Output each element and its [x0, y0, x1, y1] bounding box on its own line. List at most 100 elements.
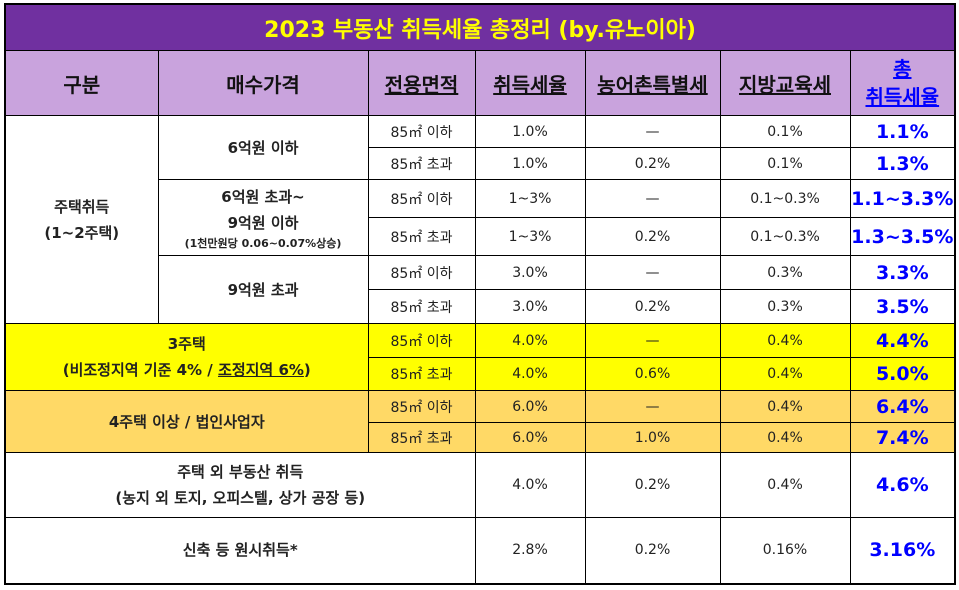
table-row: 85㎡ 초과 1.0% 0.2% 0.1% 1.3%	[5, 147, 956, 180]
acquisition-rate: 2.8%	[474, 517, 586, 584]
header-cell: 농어촌특별세	[584, 50, 721, 116]
header-cell: 구분	[4, 50, 159, 116]
area: 85㎡ 이하	[367, 255, 476, 290]
area: 85㎡ 초과	[367, 357, 476, 391]
rural-tax: —	[584, 323, 721, 358]
acquisition-rate: 1.0%	[474, 115, 586, 148]
label-line: (1~2주택)	[44, 223, 120, 242]
group-label: 신축 등 원시취득*	[4, 517, 476, 584]
group-label: 주택 외 부동산 취득 (농지 외 토지, 오피스텔, 상가 공장 등)	[4, 452, 476, 518]
total-rate: 3.3%	[849, 255, 956, 290]
header-cell: 매수가격	[157, 50, 369, 116]
header-cell: 취득세율	[474, 50, 586, 116]
acquisition-rate: 1~3%	[474, 217, 586, 256]
group-label: 6억원 이하	[157, 115, 369, 180]
group-label: 3주택 (비조정지역 기준 4% / 조정지역 6%)	[4, 323, 369, 391]
acquisition-rate: 6.0%	[474, 390, 586, 423]
rural-tax: 0.2%	[584, 452, 721, 518]
education-tax: 0.1~0.3%	[719, 179, 851, 218]
acquisition-rate: 4.0%	[474, 323, 586, 358]
area: 85㎡ 이하	[367, 115, 476, 148]
total-rate: 4.6%	[849, 452, 956, 518]
label-line: 주택 외 부동산 취득	[177, 463, 304, 481]
rural-tax: 0.2%	[584, 147, 721, 180]
label-line: 조정지역 6%	[218, 361, 304, 379]
rural-tax: —	[584, 179, 721, 218]
total-rate: 7.4%	[849, 422, 956, 453]
label-line: 신축 등 원시취득*	[182, 541, 298, 560]
label-line: (비조정지역 기준 4% /	[62, 361, 219, 379]
table-row: 3주택 (비조정지역 기준 4% / 조정지역 6%) 85㎡ 이하 4.0% —0.4…	[4, 323, 956, 391]
education-tax: 0.4%	[719, 390, 851, 423]
title-row: 2023 부동산 취득세율 총정리 (by.유노이아)	[4, 3, 956, 51]
group-label: 6억원 초과~ 9억원 이하 (1천만원당 0.06~0.07%상승)	[157, 179, 369, 256]
table-row: 6억원 초과~ 9억원 이하 (1천만원당 0.06~0.07%상승) 85㎡ 이하 1…	[5, 179, 956, 256]
education-tax: 0.3%	[719, 289, 851, 324]
group-label: 9억원 초과	[157, 255, 369, 324]
rural-tax: 0.2%	[584, 289, 721, 324]
education-tax: 0.1%	[719, 147, 851, 180]
total-rate: 4.4%	[849, 323, 956, 358]
table-title: 2023 부동산 취득세율 총정리 (by.유노이아)	[4, 3, 956, 51]
total-rate: 1.1~3.3%	[849, 179, 956, 218]
education-tax: 0.16%	[719, 517, 851, 584]
acquisition-rate: 3.0%	[474, 289, 586, 324]
table-row: 주택취득 (1~2주택) 6억원 이하 85㎡ 이하 1.0% —0.1% 1.1%	[4, 115, 956, 324]
table-row: 85㎡ 초과 4.0% 0.6% 0.4% 5.0%	[5, 357, 956, 391]
acquisition-rate: 1.0%	[474, 147, 586, 180]
header-cell: 전용면적	[367, 50, 476, 116]
total-rate: 3.16%	[849, 517, 956, 584]
acquisition-rate: 4.0%	[474, 357, 586, 391]
total-rate: 3.5%	[849, 289, 956, 324]
rural-tax: 0.2%	[584, 517, 721, 584]
header-cell: 지방교육세	[719, 50, 851, 116]
education-tax: 0.1%	[719, 115, 851, 148]
area: 85㎡ 초과	[367, 422, 476, 453]
rural-tax: —	[584, 390, 721, 423]
education-tax: 0.3%	[719, 255, 851, 290]
table-row: 9억원 초과 85㎡ 이하 3.0% —0.3% 3.3%	[5, 255, 956, 324]
label-line: 주택취득	[54, 197, 110, 216]
education-tax: 0.4%	[719, 452, 851, 518]
table-row: 85㎡ 초과 6.0% 1.0% 0.4% 7.4%	[5, 422, 956, 453]
education-tax: 0.4%	[719, 323, 851, 358]
header-cell: 총 취득세율	[849, 50, 956, 116]
area: 85㎡ 초과	[367, 217, 476, 256]
total-rate: 1.3~3.5%	[849, 217, 956, 256]
label-line: 6억원 이하	[227, 138, 299, 157]
area: 85㎡ 초과	[367, 289, 476, 324]
table-row: 4주택 이상 / 법인사업자 85㎡ 이하 6.0% —0.4% 6.4%	[4, 390, 956, 453]
total-rate: 1.1%	[849, 115, 956, 148]
header-row: 구분 매수가격 전용면적 취득세율 농어촌특별세 지방교육세 총 취득세율	[4, 50, 956, 116]
area: 85㎡ 이하	[367, 179, 476, 218]
table-row: 주택 외 부동산 취득 (농지 외 토지, 오피스텔, 상가 공장 등) 4.0% 0…	[4, 452, 956, 518]
area: 85㎡ 이하	[367, 323, 476, 358]
rural-tax: —	[584, 115, 721, 148]
rural-tax: 0.2%	[584, 217, 721, 256]
table-row: 신축 등 원시취득* 2.8% 0.2% 0.16% 3.16%	[4, 517, 956, 584]
area: 85㎡ 이하	[367, 390, 476, 423]
label-line: )	[303, 361, 311, 379]
total-rate: 5.0%	[849, 357, 956, 391]
group-label: 4주택 이상 / 법인사업자	[4, 390, 369, 453]
acquisition-rate: 3.0%	[474, 255, 586, 290]
label-line: 6억원 초과~	[221, 187, 305, 206]
acquisition-rate: 4.0%	[474, 452, 586, 518]
label-line: (1천만원당 0.06~0.07%상승)	[184, 236, 342, 250]
label-line: 9억원 이하	[227, 213, 299, 232]
label-line: 3주택	[167, 335, 206, 353]
group-label: 주택취득 (1~2주택)	[4, 115, 159, 324]
label-line: (농지 외 토지, 오피스텔, 상가 공장 등)	[115, 489, 366, 507]
acquisition-rate: 6.0%	[474, 422, 586, 453]
label-line: 4주택 이상 / 법인사업자	[108, 412, 265, 431]
total-rate: 1.3%	[849, 147, 956, 180]
rural-tax: 1.0%	[584, 422, 721, 453]
total-rate: 6.4%	[849, 390, 956, 423]
education-tax: 0.1~0.3%	[719, 217, 851, 256]
rural-tax: —	[584, 255, 721, 290]
education-tax: 0.4%	[719, 357, 851, 391]
rural-tax: 0.6%	[584, 357, 721, 391]
area: 85㎡ 초과	[367, 147, 476, 180]
tax-table: 2023 부동산 취득세율 총정리 (by.유노이아) 구분 매수가격 전용면적…	[4, 3, 957, 585]
acquisition-rate: 1~3%	[474, 179, 586, 218]
